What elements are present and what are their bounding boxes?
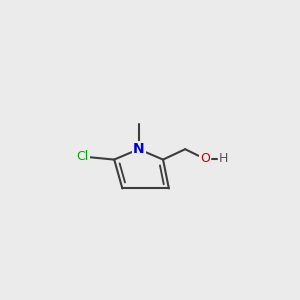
Text: Cl: Cl (77, 150, 89, 163)
Text: H: H (219, 152, 228, 165)
Text: N: N (133, 142, 145, 156)
Text: O: O (200, 152, 210, 165)
